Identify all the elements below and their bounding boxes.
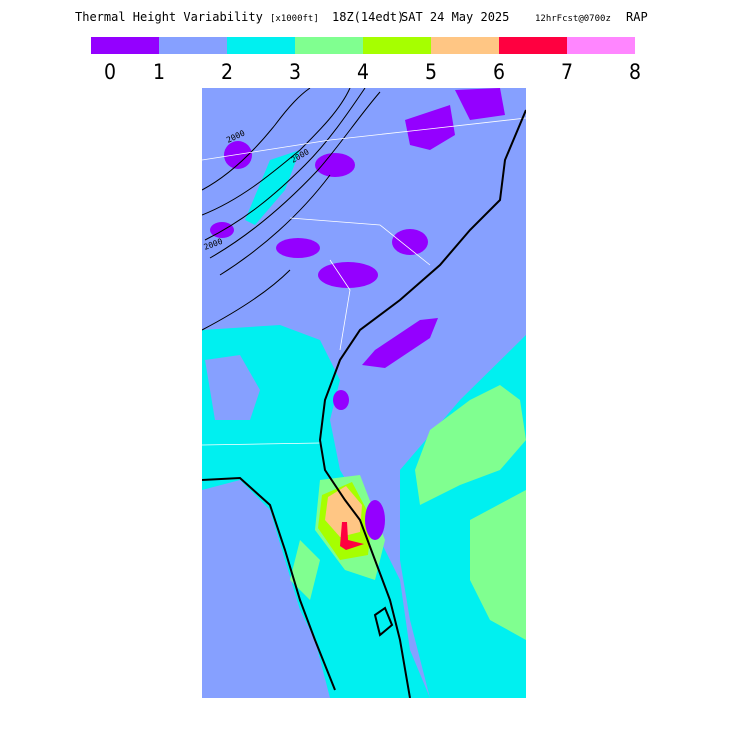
contours [202,88,381,331]
map: 2000 2000 2000 [202,88,526,698]
date: SAT 24 May 2025 [401,10,509,24]
borders [202,117,526,446]
field [205,355,260,420]
legend-swatch [295,37,363,54]
legend-swatch [499,37,567,54]
legend: 0 1 2 3 4 5 6 7 8 [91,37,641,84]
legend-label: 1 [153,60,165,84]
valid-time: 18Z(14edt) [332,10,404,24]
forecast: 12hrFcst@0700z [535,14,611,24]
legend-swatch [91,37,159,54]
field [315,153,355,177]
legend-swatch [363,37,431,54]
field [415,385,526,505]
legend-label: 7 [561,60,573,84]
field [405,105,455,150]
legend-label: 5 [425,60,437,84]
field [290,540,320,600]
field [224,141,252,169]
legend-label: 2 [221,60,233,84]
units: [x1000ft] [270,14,319,24]
legend-swatch [227,37,295,54]
lake [373,606,394,637]
field [470,490,526,640]
field [276,238,320,258]
legend-swatch [567,37,635,54]
legend-label: 0 [104,60,116,84]
legend-label: 6 [493,60,505,84]
legend-label: 8 [629,60,641,84]
model: RAP [626,10,648,24]
coastline [318,109,526,698]
field [333,390,349,410]
field [455,88,505,120]
field [202,480,330,698]
legend-swatch [159,37,227,54]
field [325,486,362,537]
coastline [202,476,336,691]
legend-swatch [431,37,499,54]
title: Thermal Height Variability [75,10,263,24]
legend-label: 4 [357,60,369,84]
legend-label: 3 [289,60,301,84]
field [318,262,378,288]
field [392,229,428,255]
field [362,318,438,368]
field [365,500,385,540]
field [340,522,364,550]
header: Thermal Height Variability [x1000ft] 18Z… [75,10,648,24]
